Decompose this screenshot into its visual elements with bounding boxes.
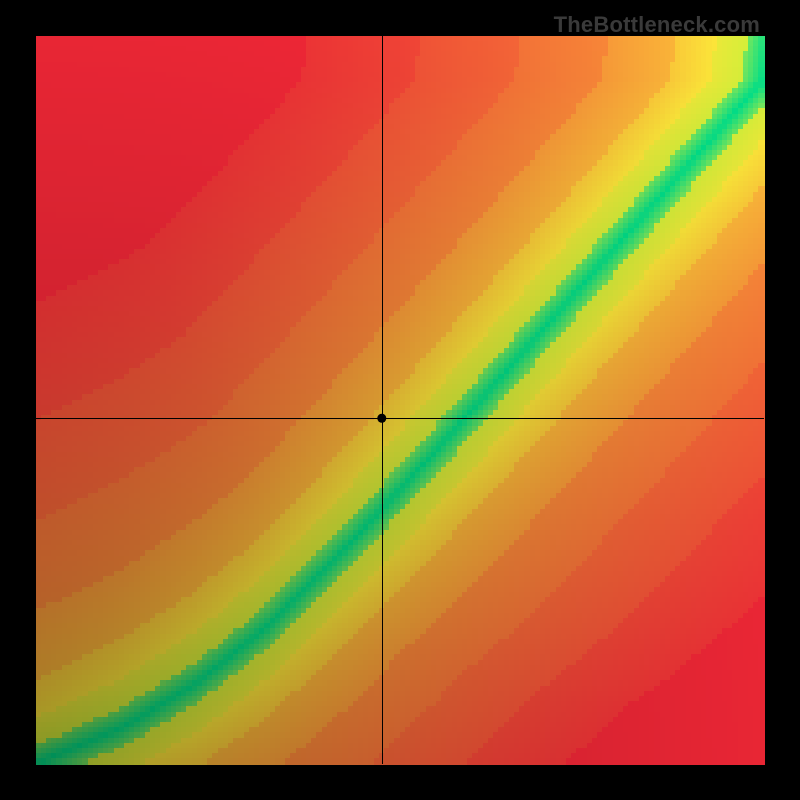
watermark-text: TheBottleneck.com bbox=[554, 12, 760, 38]
bottleneck-heatmap-canvas bbox=[0, 0, 800, 800]
figure-container: TheBottleneck.com bbox=[0, 0, 800, 800]
